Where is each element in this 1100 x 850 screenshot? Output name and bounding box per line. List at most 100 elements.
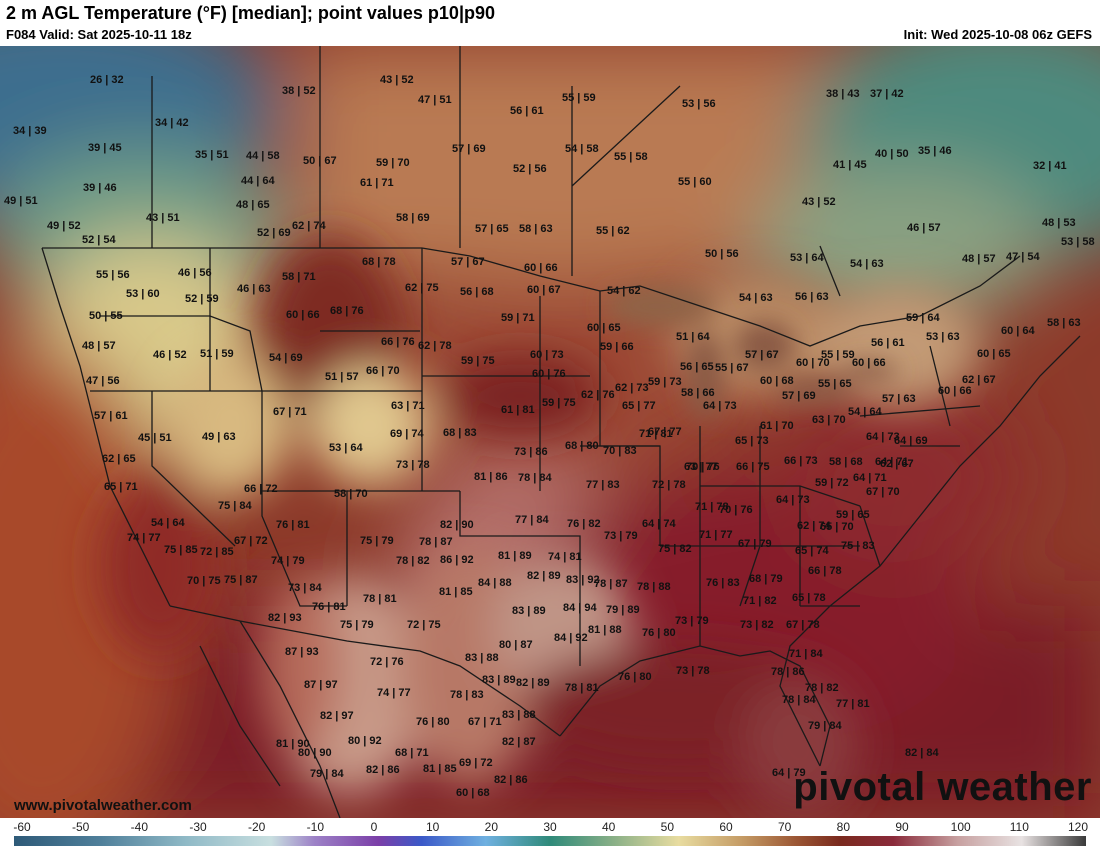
point-value-label: 68 | 80 <box>565 440 599 452</box>
brand-logo: pivotal weather <box>793 765 1092 809</box>
point-value-label: 50 | 67 <box>303 155 337 167</box>
point-value-label: 53 | 56 <box>682 98 716 110</box>
point-value-label: 57 | 65 <box>475 223 509 235</box>
colorbar-tick-label: 0 <box>370 820 378 834</box>
point-value-label: 39 | 45 <box>88 142 122 154</box>
point-value-label: 73 | 79 <box>604 530 638 542</box>
point-value-label: 78 | 87 <box>594 578 628 590</box>
point-value-label: 78 | 87 <box>419 536 453 548</box>
point-value-label: 46 | 56 <box>178 267 212 279</box>
point-value-label: 65 | 73 <box>735 435 769 447</box>
point-value-label: 75 | 82 <box>658 543 692 555</box>
point-value-label: 44 | 64 <box>241 175 276 187</box>
colorbar-tick-label: -50 <box>71 820 90 834</box>
point-value-label: 64 | 73 <box>703 400 737 412</box>
point-value-label: 57 | 67 <box>745 349 779 361</box>
point-value-label: 54 | 63 <box>850 258 884 270</box>
point-value-label: 65 | 74 <box>795 545 830 557</box>
point-value-label: 79 | 84 <box>808 720 843 732</box>
point-value-label: 60 | 64 <box>1001 325 1036 337</box>
point-value-label: 66 | 78 <box>808 565 842 577</box>
point-value-label: 48 | 57 <box>82 340 116 352</box>
point-value-label: 78 | 84 <box>782 694 817 706</box>
point-value-label: 76 | 80 <box>642 627 676 639</box>
point-value-label: 86 | 92 <box>440 554 474 566</box>
point-value-label: 46 | 63 <box>237 283 271 295</box>
point-value-label: 53 | 64 <box>329 442 364 454</box>
point-value-label: 67 | 71 <box>468 716 502 728</box>
point-value-label: 78 | 82 <box>396 555 430 567</box>
colorbar-tick-label: 80 <box>836 820 851 834</box>
point-value-label: 60 | 68 <box>456 787 490 799</box>
point-value-label: 26 | 32 <box>90 74 124 86</box>
point-value-label: 75 | 79 <box>340 619 374 631</box>
point-value-label: 68 | 76 <box>330 305 364 317</box>
point-value-label: 51 | 64 <box>676 331 711 343</box>
point-value-label: 71 | 82 <box>743 595 777 607</box>
point-value-label: 54 | 64 <box>151 517 186 529</box>
point-value-label: 84 | 88 <box>478 577 512 589</box>
point-value-label: 80 | 92 <box>348 735 382 747</box>
point-value-label: 82 | 89 <box>527 570 561 582</box>
point-value-label: 60 | 66 <box>286 309 320 321</box>
point-value-label: 55 | 62 <box>596 225 630 237</box>
point-value-label: 47 | 56 <box>86 375 120 387</box>
point-value-label: 67 | 77 <box>648 426 682 438</box>
point-value-label: 57 | 69 <box>452 143 486 155</box>
point-value-label: 52 | 69 <box>257 227 291 239</box>
point-value-label: 74 | 81 <box>548 551 582 563</box>
website-url[interactable]: www.pivotalweather.com <box>14 797 192 814</box>
point-value-label: 73 | 84 <box>288 582 323 594</box>
point-value-label: 82 | 87 <box>502 736 536 748</box>
temperature-map[interactable]: 26 | 32 38 | 52 43 | 52 47 | 51 55 | 59 53 | … <box>0 46 1100 818</box>
colorbar-strip <box>14 836 1086 846</box>
point-value-label: 34 | 42 <box>155 117 189 129</box>
point-value-label: 73 | 79 <box>675 615 709 627</box>
point-value-label: 69 | 72 <box>459 757 493 769</box>
point-value-label: 60 | 66 <box>852 357 886 369</box>
point-value-label: 35 | 51 <box>195 149 229 161</box>
point-value-label: 67 | 70 <box>866 486 900 498</box>
point-value-label: 66 | 72 <box>244 483 278 495</box>
point-value-label: 70 | 76 <box>686 461 720 473</box>
point-value-label: 44 | 58 <box>246 150 280 162</box>
point-value-label: 82 | 93 <box>268 612 302 624</box>
point-value-label: 55 | 59 <box>562 92 596 104</box>
colorbar-tick-label: 110 <box>1009 820 1029 834</box>
point-value-label: 82 | 90 <box>440 519 474 531</box>
point-value-label: 52 | 59 <box>185 293 219 305</box>
point-value-label: 60 | 65 <box>977 348 1011 360</box>
colorbar-tick-label: -30 <box>189 820 207 834</box>
point-value-label: 58 | 63 <box>519 223 553 235</box>
point-value-label: 63 | 70 <box>812 414 846 426</box>
point-value-label: 78 | 81 <box>565 682 599 694</box>
point-value-label: 58 | 70 <box>334 488 368 500</box>
point-value-label: 76 | 81 <box>276 519 310 531</box>
point-value-label: 74 | 77 <box>377 687 411 699</box>
point-value-label: 78 | 83 <box>450 689 484 701</box>
point-value-label: 76 | 80 <box>416 716 450 728</box>
point-value-label: 66 | 70 <box>366 365 400 377</box>
point-value-label: 56 | 65 <box>680 361 714 373</box>
point-value-label: 71 | 81 <box>639 428 673 440</box>
point-value-label: 60 | 68 <box>760 375 794 387</box>
point-value-label: 68 | 79 <box>749 573 783 585</box>
point-value-label: 75 | 79 <box>360 535 394 547</box>
point-value-label: 79 | 84 <box>310 768 345 780</box>
point-value-label: 32 | 41 <box>1033 160 1067 172</box>
point-value-label: 70 | 75 <box>187 575 221 587</box>
point-value-label: 59 | 72 <box>815 477 849 489</box>
point-value-label: 47 | 51 <box>418 94 452 106</box>
point-value-label: 62 | 73 <box>615 382 649 394</box>
point-value-label: 66 | 73 <box>784 455 818 467</box>
point-value-label: 67 | 72 <box>234 535 268 547</box>
point-value-label: 66 | 75 <box>736 461 770 473</box>
point-value-label: 83 | 89 <box>482 674 516 686</box>
point-value-label: 35 | 46 <box>918 145 952 157</box>
point-value-label: 60 | 67 <box>527 284 561 296</box>
point-value-label: 59 | 73 <box>648 376 682 388</box>
point-value-label: 67 | 78 <box>786 619 820 631</box>
point-value-label: 45 | 51 <box>138 432 172 444</box>
colorbar-tick-label: 120 <box>1067 820 1089 834</box>
point-value-label: 54 | 69 <box>269 352 303 364</box>
